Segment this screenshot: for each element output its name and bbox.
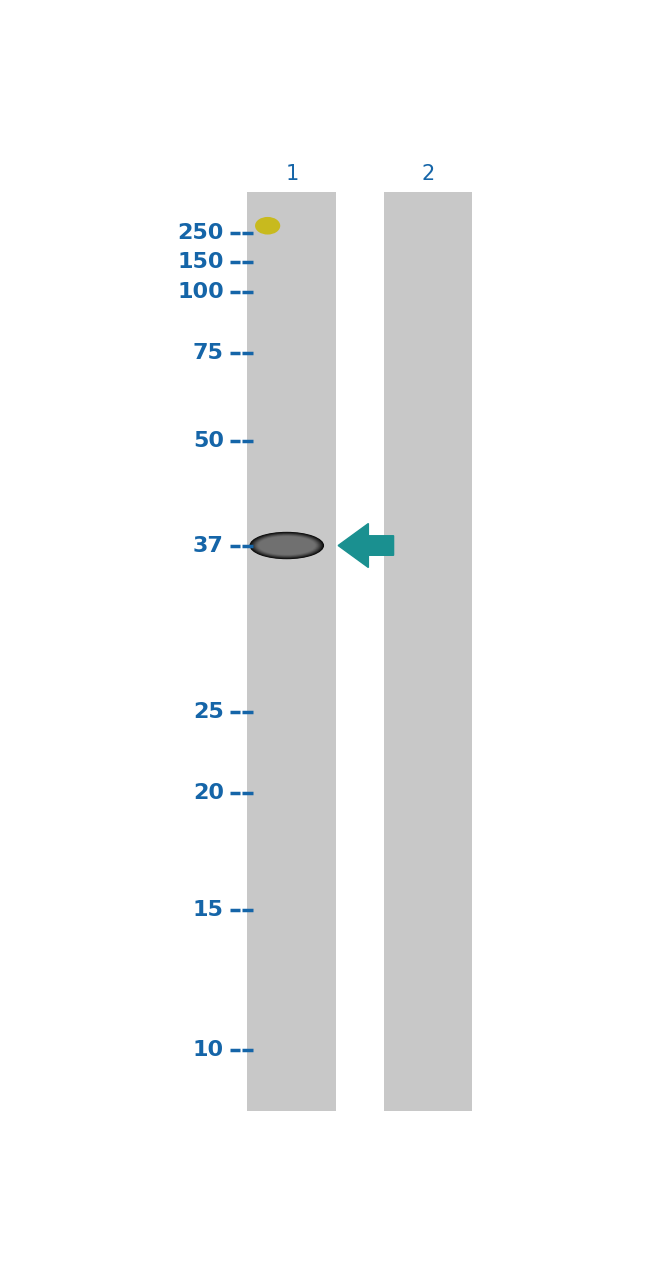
Ellipse shape — [257, 536, 317, 555]
Text: 15: 15 — [193, 900, 224, 921]
Text: 75: 75 — [193, 343, 224, 363]
Ellipse shape — [250, 532, 323, 559]
Ellipse shape — [255, 535, 318, 556]
Text: 1: 1 — [285, 164, 298, 184]
Text: 150: 150 — [177, 251, 224, 272]
Ellipse shape — [256, 536, 317, 556]
Ellipse shape — [259, 537, 315, 555]
Bar — [384, 192, 472, 1111]
Text: 25: 25 — [193, 702, 224, 721]
Polygon shape — [338, 523, 393, 568]
Ellipse shape — [258, 536, 316, 555]
Ellipse shape — [255, 217, 280, 235]
Text: 10: 10 — [192, 1040, 224, 1060]
Bar — [248, 192, 335, 1111]
Ellipse shape — [254, 533, 320, 558]
Ellipse shape — [252, 533, 322, 558]
Text: 2: 2 — [421, 164, 434, 184]
Ellipse shape — [250, 532, 324, 559]
Ellipse shape — [251, 532, 322, 559]
Text: 37: 37 — [193, 536, 224, 555]
Ellipse shape — [255, 535, 319, 556]
Ellipse shape — [253, 533, 320, 558]
Text: 50: 50 — [193, 431, 224, 451]
Text: 250: 250 — [177, 222, 224, 243]
Text: 20: 20 — [193, 782, 224, 803]
Text: 100: 100 — [177, 282, 224, 302]
